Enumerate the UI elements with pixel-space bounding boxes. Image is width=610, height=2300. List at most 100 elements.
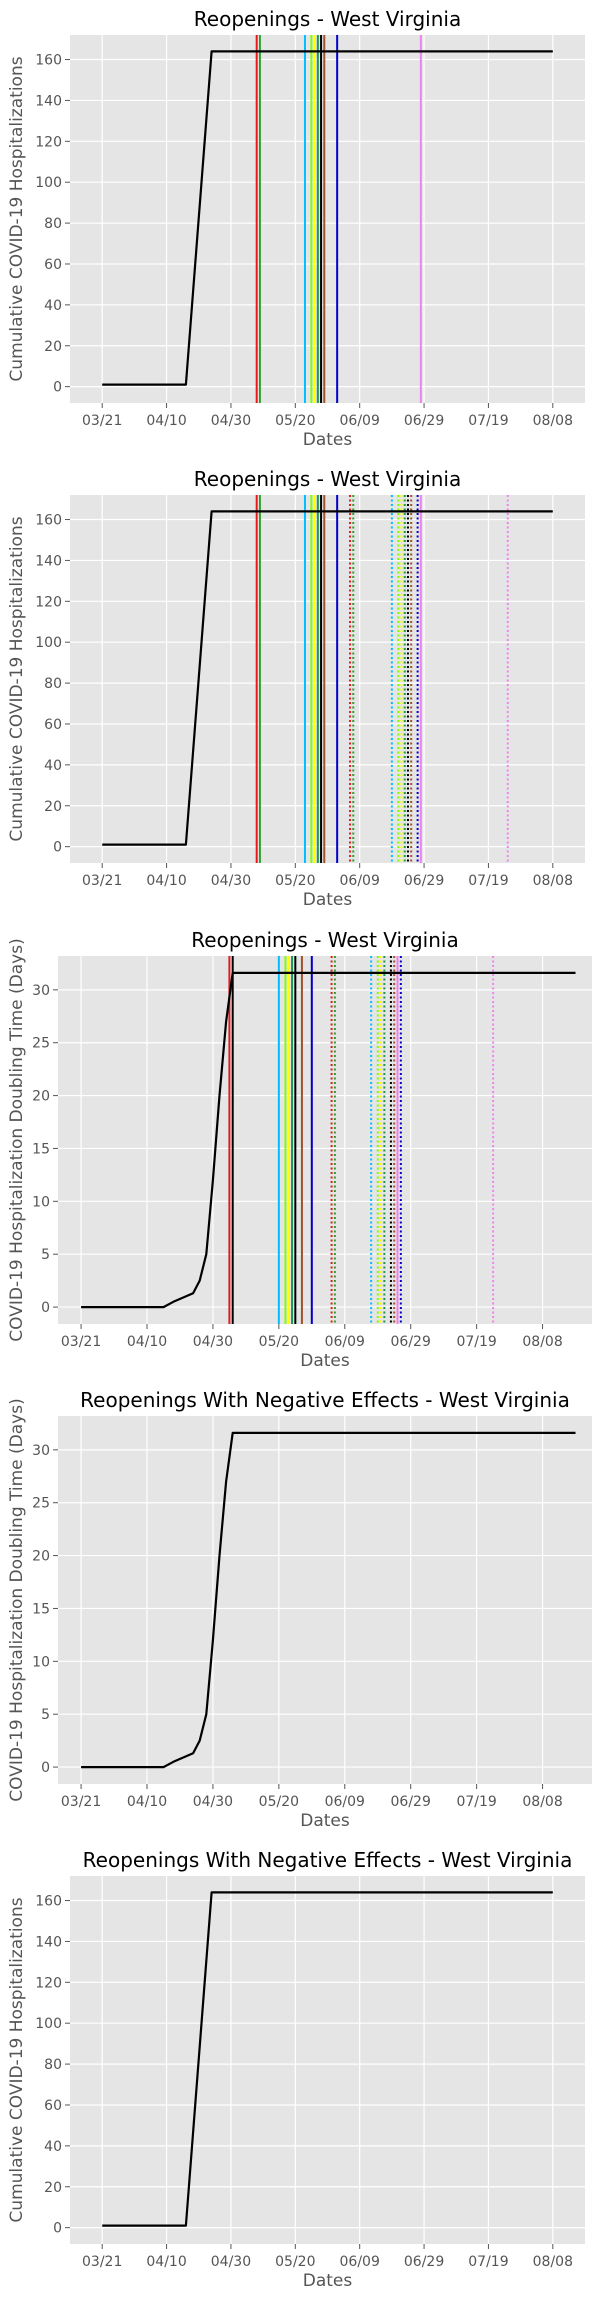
x-tick-label: 06/29: [404, 2254, 444, 2270]
x-tick-label: 04/30: [193, 1334, 233, 1350]
series-line: [102, 50, 553, 386]
y-axis-label: Cumulative COVID-19 Hospitalizations: [7, 56, 27, 381]
x-tick-label: 08/08: [533, 873, 573, 889]
plot-area: [70, 35, 585, 403]
y-tick-label: 100: [35, 2016, 62, 2032]
y-tick-label: 0: [53, 380, 62, 396]
x-tick-label: 03/21: [61, 1794, 101, 1810]
x-tick-label: 08/08: [522, 1794, 562, 1810]
y-tick-label: 0: [41, 1760, 50, 1776]
series-line: [102, 510, 553, 846]
series-line: [81, 971, 576, 1309]
x-tick-label: 06/09: [325, 1794, 365, 1810]
x-tick-label: 04/30: [211, 2254, 251, 2270]
y-tick-label: 140: [35, 93, 62, 109]
series-line: [81, 1431, 576, 1769]
x-tick-label: 05/20: [275, 413, 315, 429]
y-tick-label: 160: [35, 1894, 62, 1910]
y-tick-label: 20: [44, 799, 62, 815]
y-tick-label: 160: [35, 513, 62, 529]
x-tick-label: 07/19: [468, 2254, 508, 2270]
x-tick-label: 08/08: [533, 2254, 573, 2270]
chart-4: 0 5 10 15 20 25 30 03/21 04/10 04/30 05/20 06/09 06/…: [7, 1388, 592, 1831]
x-tick-label: 03/21: [82, 413, 122, 429]
chart-title: Reopenings With Negative Effects - West …: [83, 1848, 573, 1872]
chart-1: 0 20 40 60 80 100 120 140 160 03/21 04/10 04/30 05/2…: [7, 7, 585, 450]
x-tick-label: 06/29: [404, 413, 444, 429]
x-tick-label: 07/19: [456, 1794, 496, 1810]
plot-area: [70, 1876, 585, 2244]
x-tick-label: 07/19: [468, 873, 508, 889]
x-tick-label: 04/10: [146, 413, 186, 429]
y-tick-label: 0: [53, 840, 62, 856]
y-tick-label: 100: [35, 635, 62, 651]
x-axis-label: Dates: [300, 1351, 350, 1371]
y-axis-label: COVID-19 Hospitalization Doubling Time (…: [7, 938, 27, 1341]
x-tick-label: 08/08: [522, 1334, 562, 1350]
y-tick-label: 60: [44, 257, 62, 273]
x-tick-label: 05/20: [275, 873, 315, 889]
x-axis-label: Dates: [300, 1811, 350, 1831]
y-tick-label: 160: [35, 53, 62, 69]
x-tick-label: 04/30: [193, 1794, 233, 1810]
y-tick-label: 5: [41, 1707, 50, 1723]
x-tick-label: 06/09: [340, 2254, 380, 2270]
y-tick-label: 25: [32, 1036, 50, 1052]
x-tick-label: 04/10: [146, 2254, 186, 2270]
chart-3: 0 5 10 15 20 25 30 03/21 04/10 04/30 05/20 06/09 06/…: [7, 928, 592, 1371]
y-axis-label: Cumulative COVID-19 Hospitalizations: [7, 1897, 27, 2222]
y-tick-label: 40: [44, 2139, 62, 2155]
x-tick-label: 04/10: [146, 873, 186, 889]
plot-area: [58, 956, 592, 1324]
y-tick-label: 80: [44, 216, 62, 232]
x-tick-label: 06/09: [340, 873, 380, 889]
x-tick-label: 06/29: [391, 1334, 431, 1350]
y-tick-label: 140: [35, 553, 62, 569]
chart-title: Reopenings - West Virginia: [194, 467, 461, 491]
plot-area: [70, 495, 585, 863]
chart-title: Reopenings - West Virginia: [191, 928, 458, 952]
y-tick-label: 0: [41, 1300, 50, 1316]
y-tick-label: 0: [53, 2221, 62, 2237]
plot-area: [58, 1416, 592, 1784]
y-tick-label: 20: [44, 2180, 62, 2196]
y-tick-label: 5: [41, 1247, 50, 1263]
y-tick-label: 30: [32, 983, 50, 999]
x-tick-label: 06/09: [340, 413, 380, 429]
chart-title: Reopenings With Negative Effects - West …: [80, 1388, 570, 1412]
y-tick-label: 20: [44, 339, 62, 355]
y-axis-label: Cumulative COVID-19 Hospitalizations: [7, 516, 27, 841]
y-tick-label: 15: [32, 1601, 50, 1617]
y-tick-label: 100: [35, 175, 62, 191]
y-tick-label: 120: [35, 594, 62, 610]
chart-5: 0 20 40 60 80 100 120 140 160 03/21 04/10 04/30 05/2…: [7, 1848, 585, 2291]
x-tick-label: 06/09: [325, 1334, 365, 1350]
y-tick-label: 10: [32, 1194, 50, 1210]
x-tick-label: 07/19: [468, 413, 508, 429]
x-tick-label: 03/21: [82, 873, 122, 889]
y-tick-label: 20: [32, 1549, 50, 1565]
chart-2: 0 20 40 60 80 100 120 140 160 03/21 04/10 04/30 05/2…: [7, 467, 585, 910]
y-tick-label: 60: [44, 717, 62, 733]
x-tick-label: 03/21: [61, 1334, 101, 1350]
y-tick-label: 80: [44, 2057, 62, 2073]
x-tick-label: 06/29: [404, 873, 444, 889]
x-axis-label: Dates: [303, 890, 353, 910]
x-tick-label: 08/08: [533, 413, 573, 429]
y-tick-label: 15: [32, 1141, 50, 1157]
x-tick-label: 04/30: [211, 413, 251, 429]
y-tick-label: 10: [32, 1654, 50, 1670]
y-tick-label: 120: [35, 134, 62, 150]
y-tick-label: 40: [44, 298, 62, 314]
y-tick-label: 30: [32, 1443, 50, 1459]
x-tick-label: 03/21: [82, 2254, 122, 2270]
x-tick-label: 05/20: [259, 1794, 299, 1810]
x-tick-label: 05/20: [259, 1334, 299, 1350]
y-axis-label: COVID-19 Hospitalization Doubling Time (…: [7, 1398, 27, 1801]
y-tick-label: 20: [32, 1089, 50, 1105]
y-tick-label: 25: [32, 1496, 50, 1512]
x-axis-label: Dates: [303, 430, 353, 450]
x-tick-label: 06/29: [391, 1794, 431, 1810]
